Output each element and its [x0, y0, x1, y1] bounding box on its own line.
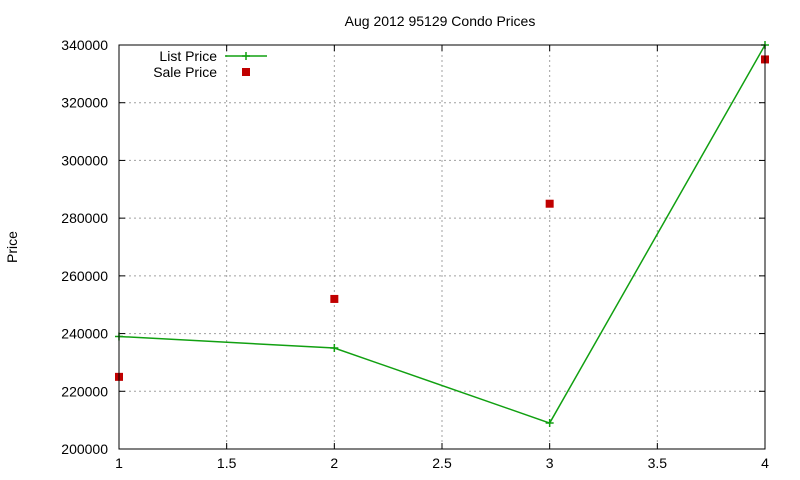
legend-entry: List Price [159, 48, 267, 64]
y-tick-label: 200000 [61, 441, 108, 457]
y-tick-label: 260000 [61, 268, 108, 284]
y-tick-label: 240000 [61, 326, 108, 342]
data-point-square [330, 294, 339, 303]
x-tick-label: 1 [115, 455, 123, 471]
chart-title: Aug 2012 95129 Condo Prices [345, 13, 536, 29]
data-point-square [545, 199, 554, 208]
y-tick-label: 280000 [61, 210, 108, 226]
x-tick-label: 3.5 [648, 455, 668, 471]
x-tick-label: 2.5 [432, 455, 452, 471]
x-tick-label: 1.5 [217, 455, 237, 471]
data-point-square [242, 68, 250, 76]
y-tick-label: 320000 [61, 95, 108, 111]
grid [119, 45, 765, 449]
y-axis-label: Price [4, 231, 20, 263]
x-tick-label: 3 [546, 455, 554, 471]
data-point-plus [330, 344, 339, 352]
y-tick-label: 220000 [61, 383, 108, 399]
series [115, 41, 769, 428]
x-tick-label: 2 [330, 455, 338, 471]
y-tick-label: 300000 [61, 152, 108, 168]
legend-label: Sale Price [153, 64, 217, 80]
legend-entry: Sale Price [153, 64, 250, 80]
series-line [118, 44, 766, 424]
plot-frame [118, 44, 766, 450]
x-tick-label: 4 [761, 455, 769, 471]
series-list-price [115, 41, 769, 428]
axis-ticks: 1 1.5 2 2.5 3 3.5 4 200000 220000 240000 260000 280… [61, 37, 769, 471]
data-point-plus [545, 419, 554, 428]
legend-label: List Price [159, 48, 217, 64]
data-point-plus [242, 52, 250, 60]
y-tick-label: 340000 [61, 37, 108, 53]
